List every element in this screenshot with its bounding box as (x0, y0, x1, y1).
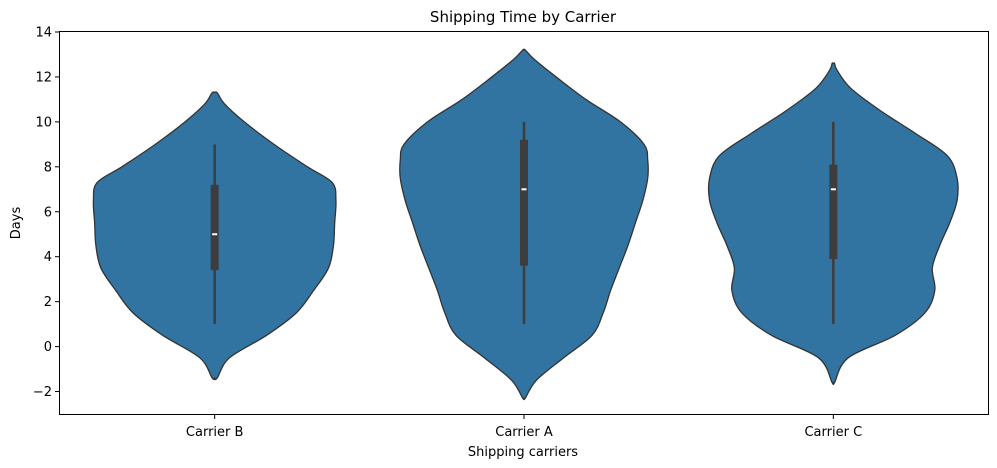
x-tick-label: Carrier A (495, 425, 553, 440)
y-axis-label: Days (9, 207, 24, 240)
violin-iqr-box (829, 164, 838, 259)
y-tick-label: 12 (35, 70, 52, 85)
x-axis-label: Shipping carriers (468, 445, 578, 460)
y-tick-label: 0 (44, 340, 52, 355)
x-tick-label: Carrier B (186, 425, 244, 440)
y-tick-label: 8 (44, 160, 52, 175)
y-tick-label: 14 (35, 26, 52, 41)
plot-area (92, 48, 959, 401)
violin-iqr-box (520, 139, 528, 266)
y-axis: −2 0 2 4 6 8 10 12 14 (33, 26, 60, 400)
x-tick-label: Carrier C (804, 425, 862, 440)
y-tick-label: 10 (35, 115, 52, 130)
violin-carrier-c (707, 62, 959, 386)
y-tick-label: 2 (44, 295, 52, 310)
violin-iqr-box (210, 184, 219, 271)
y-tick-label: −2 (33, 385, 52, 400)
x-axis: Carrier B Carrier A Carrier C (186, 414, 862, 440)
violin-carrier-a (399, 48, 649, 401)
y-tick-label: 4 (44, 250, 52, 265)
y-tick-label: 6 (44, 205, 52, 220)
chart-title: Shipping Time by Carrier (430, 8, 617, 26)
violin-carrier-b (92, 91, 337, 381)
